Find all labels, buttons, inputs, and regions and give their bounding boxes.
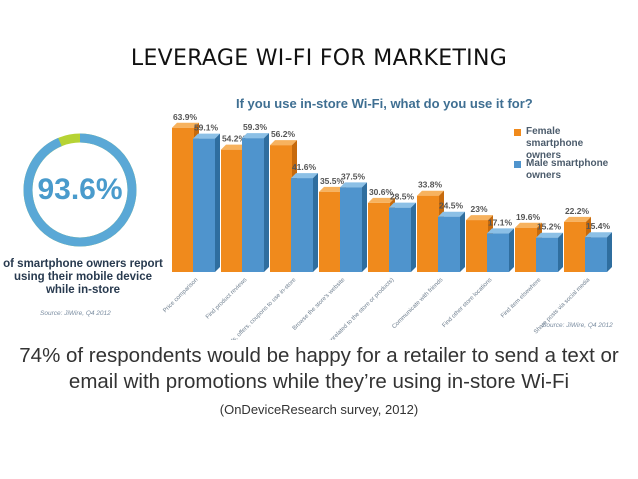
bar-top: [270, 140, 297, 146]
bar-female: [221, 149, 243, 272]
category-label: Find other store locations: [442, 277, 494, 329]
bar-female: [564, 221, 586, 272]
data-label: 23%: [470, 204, 487, 214]
bar-top: [515, 222, 542, 228]
bar-female: [172, 127, 194, 272]
bar-side: [460, 211, 465, 272]
bar-side: [215, 133, 220, 272]
bar-side: [362, 182, 367, 272]
legend-label-female: Female smartphone owners: [526, 126, 584, 161]
body-text: 74% of respondents would be happy for a …: [10, 343, 628, 423]
gauge-caption-line: using their mobile device: [13, 271, 153, 283]
bar-top: [487, 228, 514, 234]
bar-top: [564, 216, 591, 222]
data-label: 19.6%: [516, 212, 541, 222]
gauge-caption-line: of smartphone owners report: [3, 258, 163, 270]
category-label: Price comparison: [162, 277, 199, 314]
data-label: 59.1%: [194, 123, 219, 133]
bar-top: [242, 133, 269, 139]
bar-top: [536, 232, 563, 238]
bar-top: [417, 190, 444, 196]
gauge-ring: [23, 133, 137, 247]
data-label: 17.1%: [488, 217, 513, 227]
body-citation: (OnDeviceResearch survey, 2012): [219, 402, 419, 417]
data-label: 28.5%: [390, 192, 415, 202]
bar-top: [368, 197, 395, 203]
bar-male: [389, 207, 411, 272]
legend-swatch-female: [514, 129, 521, 136]
legend-swatch-male: [514, 161, 521, 168]
bar-male: [585, 237, 607, 272]
gauge-caption: of smartphone owners report using their …: [0, 258, 166, 297]
data-label: 30.6%: [369, 187, 394, 197]
bar-male: [242, 138, 264, 272]
legend-item-female: Female smartphone owners: [514, 126, 614, 162]
bar-female: [466, 220, 488, 272]
data-label: 22.2%: [565, 206, 590, 216]
gauge-value-arc: [23, 133, 137, 247]
gauge-source: Source: JiWire, Q4 2012: [40, 310, 111, 317]
data-label: 33.8%: [418, 180, 443, 190]
data-label: 54.2%: [222, 134, 247, 144]
chart-source: Source: JiWire, Q4 2012: [542, 322, 613, 329]
data-label: 59.3%: [243, 122, 268, 132]
category-label: Find item elsewhere: [500, 277, 543, 320]
bar-top: [585, 232, 612, 238]
data-label: 24.5%: [439, 201, 464, 211]
gauge: 93.6%: [18, 128, 142, 252]
bar-top: [340, 182, 367, 188]
bar-side: [607, 232, 612, 272]
bar-top: [466, 215, 493, 221]
bar-male: [340, 187, 362, 272]
bar-top: [291, 173, 318, 179]
chart-title: If you use in-store Wi-Fi, what do you u…: [236, 96, 533, 111]
bar-chart: 63.9%59.1% Price comparison 54.2% 59.3% Find…: [162, 112, 612, 340]
legend-label-male: Male smartphone owners: [526, 158, 609, 181]
body-main: 74% of respondents would be happy for a …: [19, 344, 619, 393]
bar-side: [558, 232, 563, 272]
bar-male: [193, 138, 215, 272]
bar-female: [417, 195, 439, 272]
bar-male: [438, 216, 460, 272]
bar-male: [536, 237, 558, 272]
bar-male: [487, 233, 509, 272]
data-label: 35.5%: [320, 176, 345, 186]
bar-top: [438, 211, 465, 217]
bar-male: [291, 178, 313, 272]
bar-female: [515, 227, 537, 272]
data-label: 41.6%: [292, 162, 317, 172]
data-label: 63.9%: [173, 112, 198, 122]
bar-side: [509, 228, 514, 272]
gauge-value: 93.6%: [37, 173, 123, 206]
bar-female: [368, 202, 390, 272]
bar-top: [172, 122, 199, 128]
bar-side: [411, 202, 416, 272]
bar-top: [193, 133, 220, 139]
data-label: 15.4%: [586, 221, 611, 231]
category-label: Communicate with friends: [391, 277, 444, 330]
bar-female: [319, 191, 341, 272]
category-label: Find product reviews: [205, 277, 248, 320]
bar-side: [313, 173, 318, 272]
bar-top: [319, 186, 346, 192]
legend-item-male: Male smartphone owners: [514, 158, 614, 182]
data-label: 15.2%: [537, 222, 562, 232]
data-label: 37.5%: [341, 171, 366, 181]
category-label: Browse the store's website: [292, 277, 347, 332]
bar-top: [389, 202, 416, 208]
bar-female: [270, 145, 292, 272]
gauge-caption-line: while in-store: [45, 284, 121, 296]
bar-side: [264, 133, 269, 272]
bar-top: [221, 144, 248, 150]
slide-title: LEVERAGE WI-FI FOR MARKETING: [130, 46, 508, 71]
data-label: 56.2%: [271, 129, 296, 139]
